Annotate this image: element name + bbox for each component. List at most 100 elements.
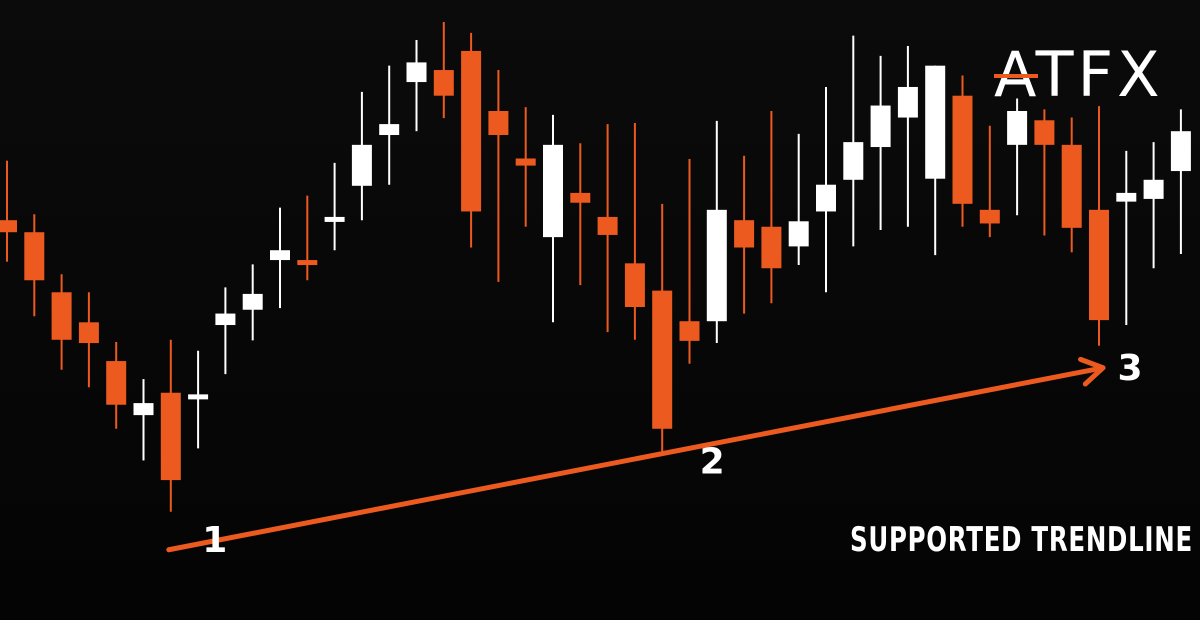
- candle-body: [870, 105, 891, 148]
- candle: [188, 350, 209, 449]
- candle-body: [816, 184, 836, 212]
- point-label: 1: [202, 520, 227, 561]
- candle: [270, 207, 290, 309]
- candle-body: [324, 216, 345, 222]
- candle-body: [188, 394, 209, 400]
- candle-body: [106, 361, 127, 405]
- candle: [133, 379, 154, 461]
- candle-body: [843, 142, 864, 180]
- candle-body: [679, 321, 700, 341]
- candle-body: [51, 292, 72, 340]
- candle-body: [1116, 192, 1137, 202]
- candle-body: [1170, 131, 1191, 172]
- candle-body: [1089, 209, 1109, 321]
- candle: [160, 339, 181, 512]
- candle: [1007, 98, 1028, 216]
- candle: [215, 287, 236, 375]
- candle: [843, 35, 864, 247]
- supported-trendline: [166, 365, 1106, 553]
- candle-body: [897, 86, 918, 118]
- candle-body: [133, 403, 154, 416]
- candle: [297, 195, 318, 281]
- candle-body: [351, 144, 372, 186]
- candle: [652, 203, 673, 456]
- candle: [406, 40, 427, 132]
- candle: [897, 46, 918, 227]
- candle: [816, 86, 836, 293]
- candle-body: [543, 144, 563, 238]
- candle-body: [242, 293, 263, 310]
- point-label: 2: [700, 442, 725, 483]
- trendline-group: [166, 356, 1106, 553]
- candle: [624, 123, 645, 340]
- trendline-arrowhead: [1078, 356, 1106, 387]
- candle: [0, 160, 17, 262]
- candle-body: [78, 322, 99, 344]
- candle: [925, 65, 946, 256]
- candle: [1061, 117, 1082, 253]
- candle: [51, 274, 72, 370]
- candle-body: [160, 392, 181, 481]
- candle-body: [461, 50, 482, 212]
- candle-body: [706, 209, 727, 322]
- candle-body: [788, 221, 809, 247]
- candle: [570, 143, 591, 286]
- candle-body: [270, 250, 290, 261]
- candle: [761, 110, 782, 304]
- candle: [488, 70, 509, 282]
- chart-caption: SUPPORTED TRENDLINE: [850, 520, 1193, 560]
- candle-body: [488, 110, 509, 136]
- candle: [679, 159, 700, 364]
- candle-body: [1143, 179, 1164, 199]
- candle: [433, 22, 454, 119]
- candle: [106, 341, 127, 429]
- candle-body: [734, 220, 755, 248]
- candle-body: [624, 263, 645, 308]
- candle: [870, 55, 891, 231]
- candle-body: [515, 158, 536, 166]
- candle-body: [1034, 120, 1055, 145]
- candle-body: [0, 220, 17, 233]
- candle: [242, 264, 263, 341]
- candle-body: [761, 226, 782, 269]
- candle-body: [597, 216, 618, 235]
- candle: [1143, 142, 1164, 269]
- candle-body: [652, 290, 673, 429]
- candle-body: [24, 232, 45, 281]
- candle: [788, 133, 809, 265]
- candle-body: [406, 62, 427, 83]
- logo-accent-bar: [994, 74, 1038, 78]
- candle: [1034, 109, 1055, 236]
- candle-body: [1007, 110, 1028, 145]
- candle-body: [925, 65, 946, 179]
- candle: [1170, 109, 1191, 255]
- candle: [379, 65, 400, 185]
- candle-body: [952, 95, 973, 204]
- candle: [979, 125, 1000, 238]
- candles-group: [0, 22, 1191, 512]
- candle-body: [215, 313, 236, 326]
- candle-body: [433, 70, 454, 96]
- candle: [324, 162, 345, 251]
- candle-body: [979, 209, 1000, 224]
- candle-body: [570, 192, 591, 203]
- candle: [597, 124, 618, 333]
- candle: [351, 91, 372, 221]
- candle: [78, 292, 99, 388]
- point-label: 3: [1117, 348, 1142, 389]
- candle: [543, 114, 563, 323]
- candle: [952, 75, 973, 227]
- candle: [515, 107, 536, 227]
- candle: [734, 155, 755, 314]
- candle: [706, 120, 727, 344]
- atfx-logo: ATFX: [994, 38, 1160, 110]
- candle: [24, 214, 45, 317]
- candle: [461, 32, 482, 248]
- candle: [1089, 106, 1109, 346]
- candle-body: [1061, 144, 1082, 228]
- candle-body: [297, 260, 318, 266]
- candle-body: [379, 124, 400, 136]
- point-labels-group: 1 2 3: [202, 348, 1142, 561]
